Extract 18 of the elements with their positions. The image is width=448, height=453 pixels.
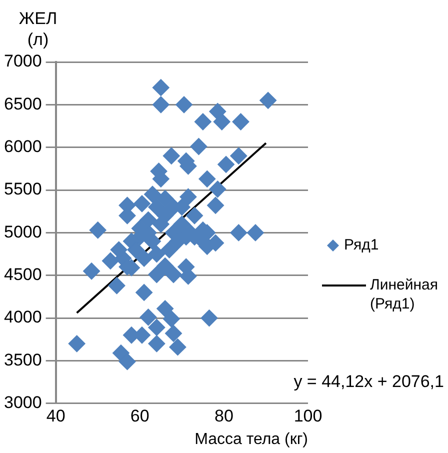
y-tick-label: 4000 — [4, 308, 42, 327]
y-tick-label: 5500 — [4, 180, 42, 199]
legend-label: Ряд1 — [344, 236, 379, 254]
y-tick-label: 5000 — [4, 222, 42, 242]
y-tick-label: 6000 — [4, 137, 42, 156]
x-tick-label: 80 — [214, 406, 234, 426]
legend-label: Линейная (Ряд1) — [370, 276, 438, 313]
x-tick-label: 100 — [294, 406, 322, 426]
y-tick-label: 3000 — [4, 393, 42, 412]
x-tick-label: 60 — [130, 406, 150, 426]
y-tick-label: 4500 — [4, 265, 42, 284]
annotation: y = 44,12x + 2076,1 — [294, 372, 444, 391]
y-axis-title: ЖЕЛ (л) — [18, 9, 58, 49]
x-axis-title: Масса тела (кг) — [194, 430, 308, 448]
y-tick-label: 7000 — [4, 52, 42, 71]
x-tick-label: 40 — [46, 406, 66, 426]
y-tick-label: 3500 — [4, 350, 42, 370]
y-tick-label: 6500 — [4, 94, 42, 114]
